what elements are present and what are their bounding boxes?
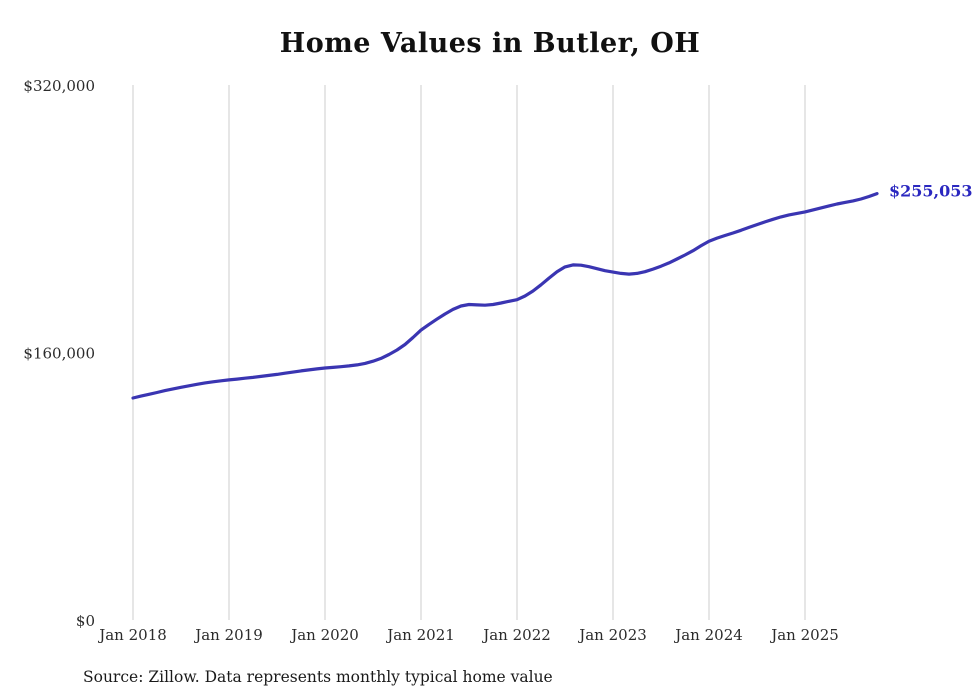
end-value-label: $255,053 bbox=[889, 182, 973, 201]
x-axis-tick-label: Jan 2022 bbox=[481, 626, 551, 644]
y-axis-tick-label: $320,000 bbox=[23, 77, 95, 95]
x-axis-tick-label: Jan 2025 bbox=[769, 626, 839, 644]
x-axis-tick-label: Jan 2021 bbox=[385, 626, 455, 644]
source-note: Source: Zillow. Data represents monthly … bbox=[83, 668, 553, 686]
x-axis-tick-label: Jan 2018 bbox=[97, 626, 167, 644]
x-axis-tick-label: Jan 2019 bbox=[193, 626, 263, 644]
value-line bbox=[131, 192, 879, 400]
chart-title: Home Values in Butler, OH bbox=[279, 28, 701, 59]
y-axis-tick-label: $0 bbox=[76, 612, 95, 630]
x-axis-tick-label: Jan 2020 bbox=[289, 626, 359, 644]
x-axis-tick-label: Jan 2024 bbox=[673, 626, 743, 644]
x-axis-tick-label: Jan 2023 bbox=[577, 626, 647, 644]
y-axis-tick-label: $160,000 bbox=[23, 345, 95, 363]
